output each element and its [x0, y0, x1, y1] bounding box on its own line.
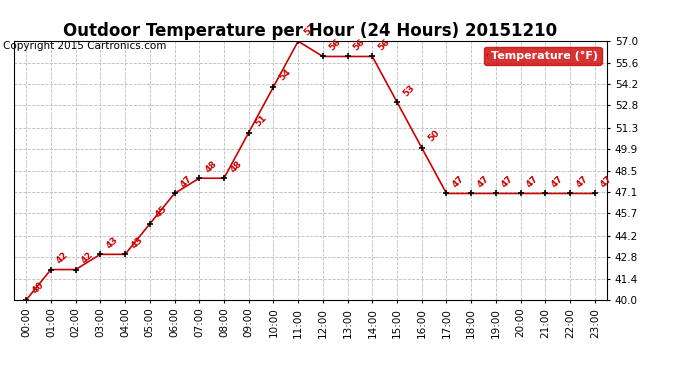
Text: 40: 40 [30, 280, 46, 296]
Text: 47: 47 [179, 174, 194, 189]
Text: 53: 53 [401, 83, 416, 98]
Text: 48: 48 [204, 159, 219, 174]
Text: 47: 47 [500, 174, 515, 189]
Text: 42: 42 [80, 250, 95, 266]
Text: 54: 54 [277, 68, 293, 83]
Text: 45: 45 [154, 204, 169, 220]
Text: 42: 42 [55, 250, 70, 266]
Text: 47: 47 [549, 174, 565, 189]
Text: 47: 47 [451, 174, 466, 189]
Text: 47: 47 [599, 174, 614, 189]
Text: 47: 47 [525, 174, 540, 189]
Text: Copyright 2015 Cartronics.com: Copyright 2015 Cartronics.com [3, 41, 167, 51]
Text: 48: 48 [228, 159, 244, 174]
Text: 47: 47 [475, 174, 491, 189]
Title: Outdoor Temperature per Hour (24 Hours) 20151210: Outdoor Temperature per Hour (24 Hours) … [63, 22, 558, 40]
Text: 50: 50 [426, 129, 441, 144]
Legend: Temperature (°F): Temperature (°F) [484, 47, 602, 64]
Text: 51: 51 [253, 113, 268, 128]
Text: 43: 43 [104, 235, 120, 250]
Text: 56: 56 [352, 37, 367, 52]
Text: 47: 47 [574, 174, 590, 189]
Text: 56: 56 [377, 37, 392, 52]
Text: 57: 57 [302, 22, 317, 37]
Text: 56: 56 [327, 37, 342, 52]
Text: 43: 43 [129, 235, 144, 250]
